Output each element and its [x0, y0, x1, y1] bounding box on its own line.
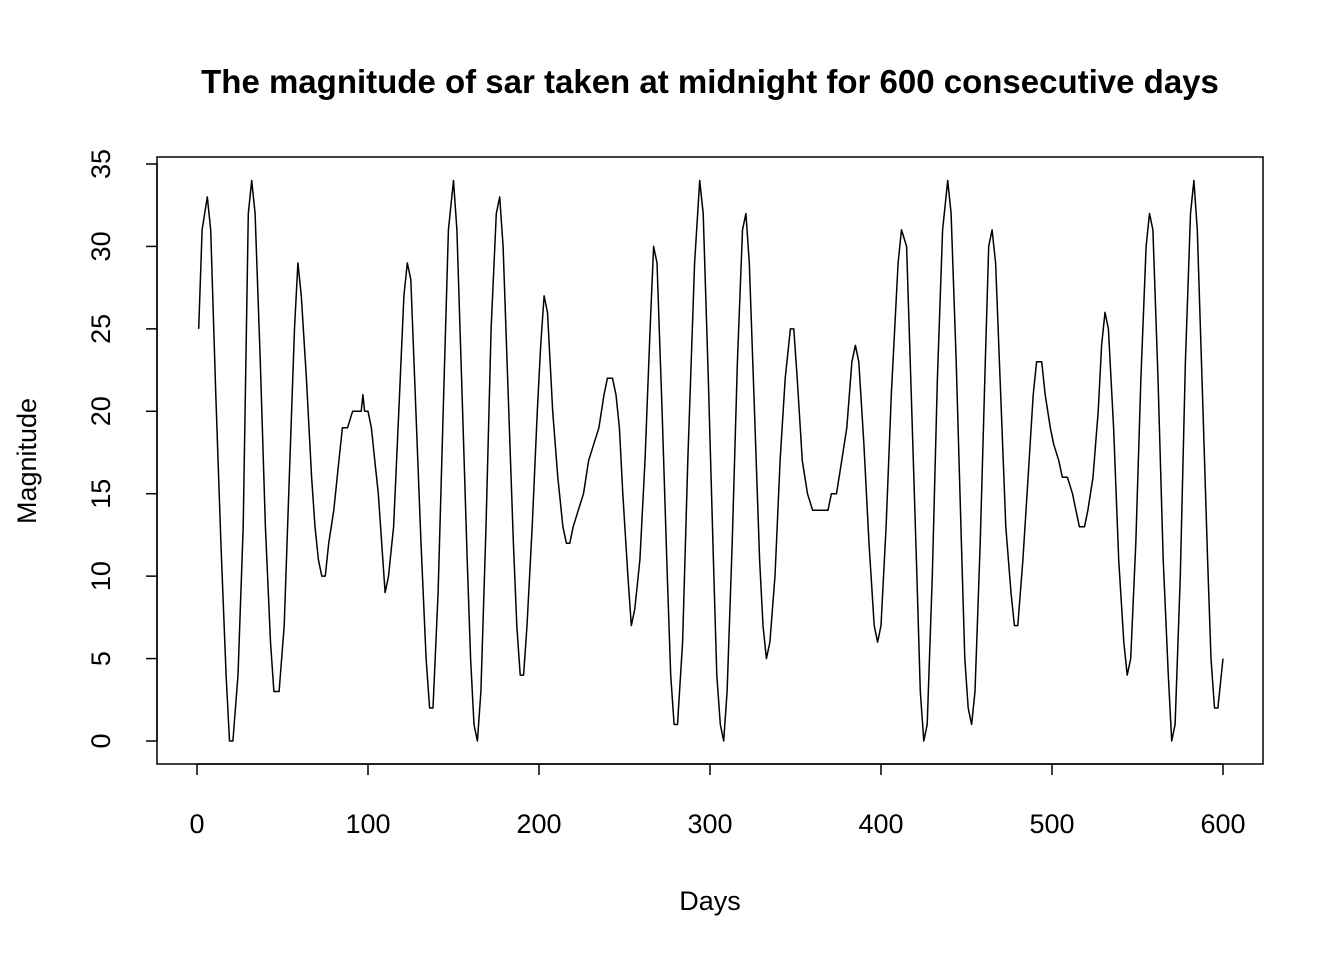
- y-tick-label: 0: [86, 733, 116, 748]
- x-axis-label: Days: [679, 886, 741, 916]
- y-tick-label: 30: [86, 231, 116, 261]
- x-tick-label: 0: [189, 809, 204, 839]
- chart-title: The magnitude of sar taken at midnight f…: [201, 63, 1219, 100]
- y-tick-label: 5: [86, 651, 116, 666]
- y-axis: 0 5 10 15 20 25 30 35: [86, 149, 158, 749]
- x-tick-label: 300: [687, 809, 732, 839]
- y-axis-label: Magnitude: [12, 398, 42, 524]
- y-tick-label: 35: [86, 149, 116, 179]
- series-line: [197, 179, 1224, 742]
- x-tick-label: 100: [345, 809, 390, 839]
- x-tick-label: 500: [1029, 809, 1074, 839]
- x-tick-label: 200: [516, 809, 561, 839]
- y-tick-label: 20: [86, 396, 116, 426]
- x-tick-label: 400: [858, 809, 903, 839]
- x-axis: 0 100 200 300 400 500 600: [189, 763, 1246, 839]
- x-tick-label: 600: [1200, 809, 1245, 839]
- y-tick-label: 15: [86, 479, 116, 509]
- y-tick-label: 10: [86, 561, 116, 591]
- y-tick-label: 25: [86, 314, 116, 344]
